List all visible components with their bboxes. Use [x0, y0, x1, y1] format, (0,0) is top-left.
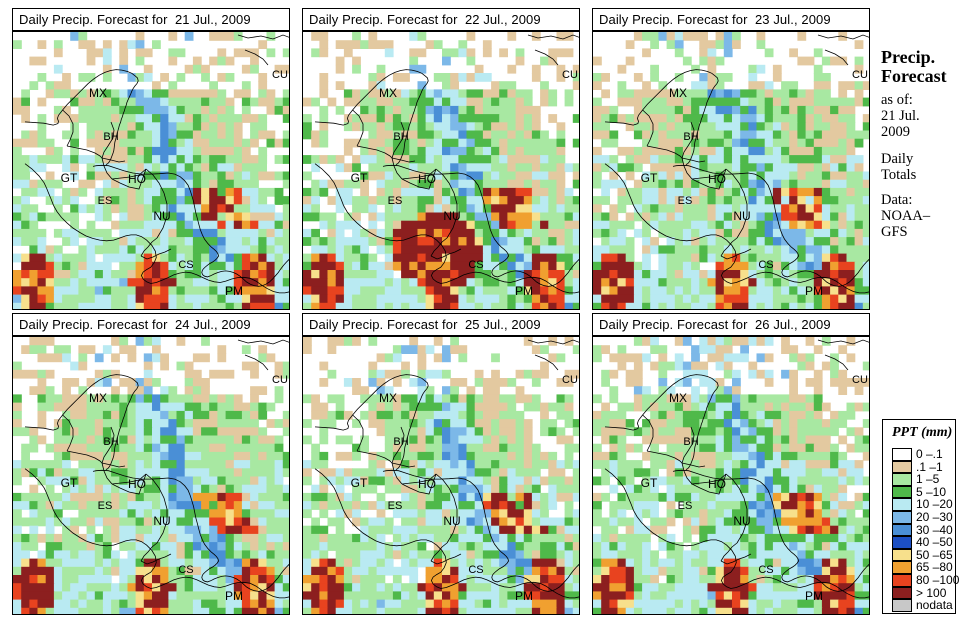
svg-text:PM: PM — [515, 284, 533, 298]
svg-text:MX: MX — [379, 86, 397, 100]
svg-text:CU: CU — [272, 374, 288, 386]
svg-text:ES: ES — [98, 500, 113, 512]
svg-text:HO: HO — [418, 172, 436, 186]
svg-text:ES: ES — [388, 195, 403, 207]
svg-text:NU: NU — [153, 209, 170, 223]
svg-text:CS: CS — [758, 564, 773, 576]
svg-text:BH: BH — [393, 131, 408, 143]
svg-text:GT: GT — [351, 476, 368, 490]
svg-text:NU: NU — [443, 209, 460, 223]
svg-text:CS: CS — [178, 259, 193, 271]
svg-text:ES: ES — [388, 500, 403, 512]
svg-text:GT: GT — [641, 171, 658, 185]
svg-text:PM: PM — [225, 284, 243, 298]
svg-text:CU: CU — [852, 69, 868, 81]
svg-text:CU: CU — [852, 374, 868, 386]
svg-text:NU: NU — [733, 209, 750, 223]
svg-text:MX: MX — [89, 391, 107, 405]
svg-text:ES: ES — [678, 500, 693, 512]
svg-text:MX: MX — [669, 391, 687, 405]
svg-text:CU: CU — [562, 69, 578, 81]
svg-text:ES: ES — [98, 195, 113, 207]
svg-text:MX: MX — [89, 86, 107, 100]
svg-text:PM: PM — [805, 284, 823, 298]
svg-text:GT: GT — [61, 171, 78, 185]
svg-text:HO: HO — [128, 172, 146, 186]
svg-text:NU: NU — [733, 514, 750, 528]
svg-text:PM: PM — [515, 589, 533, 603]
svg-text:CU: CU — [562, 374, 578, 386]
svg-text:CS: CS — [758, 259, 773, 271]
svg-text:BH: BH — [103, 436, 118, 448]
svg-text:BH: BH — [103, 131, 118, 143]
svg-text:CS: CS — [468, 564, 483, 576]
svg-text:PM: PM — [225, 589, 243, 603]
svg-text:CS: CS — [468, 259, 483, 271]
svg-text:GT: GT — [641, 476, 658, 490]
svg-text:BH: BH — [393, 436, 408, 448]
svg-text:BH: BH — [683, 131, 698, 143]
svg-text:GT: GT — [351, 171, 368, 185]
svg-text:PM: PM — [805, 589, 823, 603]
svg-text:MX: MX — [669, 86, 687, 100]
svg-text:HO: HO — [128, 477, 146, 491]
svg-text:GT: GT — [61, 476, 78, 490]
svg-text:CS: CS — [178, 564, 193, 576]
svg-text:HO: HO — [708, 172, 726, 186]
svg-text:HO: HO — [418, 477, 436, 491]
svg-text:NU: NU — [443, 514, 460, 528]
svg-text:BH: BH — [683, 436, 698, 448]
svg-text:ES: ES — [678, 195, 693, 207]
svg-text:CU: CU — [272, 69, 288, 81]
svg-text:NU: NU — [153, 514, 170, 528]
svg-text:HO: HO — [708, 477, 726, 491]
svg-text:MX: MX — [379, 391, 397, 405]
